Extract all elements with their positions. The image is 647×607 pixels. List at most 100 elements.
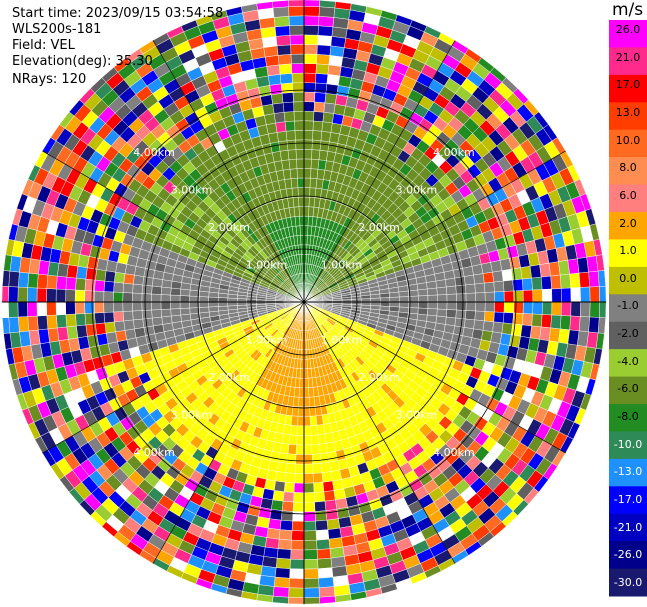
- velocity-gate: [170, 294, 181, 303]
- velocity-gate: [281, 92, 294, 104]
- velocity-gate: [317, 557, 333, 570]
- colorbar-tick-label: -17.0: [613, 493, 643, 507]
- velocity-gate: [288, 587, 305, 598]
- velocity-gate: [8, 301, 19, 318]
- velocity-gate: [551, 301, 562, 316]
- colorbar-tick-label: -21.0: [613, 520, 643, 534]
- velocity-gate: [122, 292, 133, 303]
- velocity-gate: [296, 158, 305, 169]
- velocity-gate: [299, 225, 305, 236]
- velocity-gate: [84, 278, 96, 292]
- velocity-gate: [132, 318, 145, 330]
- velocity-gate: [303, 91, 316, 103]
- velocity-gate: [303, 520, 317, 532]
- velocity-gate: [511, 267, 523, 281]
- velocity-gate: [132, 274, 145, 286]
- velocity-gate: [290, 53, 305, 65]
- velocity-gate: [287, 0, 305, 7]
- velocity-gate: [303, 168, 312, 179]
- velocity-gate: [303, 473, 314, 484]
- velocity-gate: [74, 301, 86, 315]
- velocity-gate: [493, 311, 505, 324]
- velocity-gate: [266, 122, 278, 135]
- velocity-gate: [309, 177, 318, 189]
- velocity-gate: [85, 267, 97, 281]
- velocity-gate: [569, 315, 581, 332]
- velocity-gate: [511, 323, 523, 337]
- velocity-gate: [453, 268, 465, 279]
- velocity-gate: [266, 527, 281, 540]
- velocity-gate: [8, 316, 20, 334]
- velocity-gate: [93, 301, 105, 314]
- velocity-gate: [513, 290, 524, 303]
- velocity-gate: [462, 266, 474, 277]
- range-ring-label: 4.00km: [433, 446, 475, 459]
- velocity-gate: [303, 101, 315, 112]
- velocity-gate: [303, 416, 311, 427]
- velocity-gate: [512, 312, 524, 326]
- velocity-gate: [315, 519, 329, 531]
- velocity-gate: [264, 55, 280, 67]
- velocity-gate: [318, 443, 329, 455]
- velocity-gate: [370, 297, 381, 303]
- velocity-gate: [492, 270, 504, 283]
- velocity-gate: [482, 320, 495, 333]
- velocity-gate: [112, 301, 124, 313]
- velocity-gate: [303, 377, 309, 389]
- velocity-gate: [311, 139, 322, 151]
- velocity-gate: [2, 270, 11, 287]
- velocity-gate: [522, 301, 534, 315]
- velocity-gate: [273, 576, 290, 589]
- velocity-gate: [170, 301, 181, 310]
- velocity-gate: [418, 295, 429, 303]
- colorbar-tick-label: 6.0: [619, 188, 637, 202]
- velocity-gate: [520, 265, 532, 280]
- velocity-gate: [303, 463, 314, 474]
- velocity-gate: [104, 270, 116, 283]
- velocity-gate: [321, 471, 333, 483]
- velocity-rays: [1, 0, 607, 605]
- velocity-gate: [597, 270, 606, 287]
- velocity-gate: [36, 301, 48, 317]
- velocity-gate: [284, 120, 296, 132]
- velocity-gate: [303, 6, 320, 17]
- velocity-gate: [293, 110, 305, 122]
- velocity-gate: [316, 548, 332, 560]
- velocity-gate: [325, 83, 339, 95]
- range-ring-label: 2.00km: [208, 371, 250, 384]
- velocity-gate: [94, 312, 106, 325]
- velocity-gate: [463, 318, 476, 330]
- velocity-gate: [95, 322, 107, 336]
- velocity-gate: [539, 326, 551, 342]
- velocity-gate: [141, 309, 153, 320]
- velocity-gate: [313, 491, 326, 503]
- velocity-gate: [361, 298, 372, 303]
- velocity-gate: [455, 309, 467, 320]
- velocity-gate: [310, 434, 320, 446]
- velocity-gate: [501, 322, 513, 336]
- velocity-gate: [484, 291, 496, 303]
- velocity-gate: [288, 6, 305, 17]
- velocity-gate: [323, 102, 336, 114]
- velocity-gate: [285, 463, 296, 474]
- velocity-gate: [17, 316, 30, 333]
- velocity-gate: [417, 288, 429, 297]
- velocity-gate: [303, 196, 310, 207]
- velocity-gate: [103, 280, 115, 293]
- velocity-gate: [56, 275, 68, 290]
- velocity-gate: [316, 44, 332, 56]
- velocity-gate: [103, 291, 114, 303]
- velocity-gate: [272, 102, 285, 114]
- velocity-gate: [329, 460, 340, 472]
- velocity-gate: [272, 586, 290, 598]
- velocity-gate: [314, 92, 327, 104]
- velocity-gate: [521, 277, 533, 291]
- velocity-gate: [456, 301, 467, 311]
- velocity-gate: [290, 549, 305, 560]
- velocity-gate: [46, 301, 57, 316]
- velocity-gate: [379, 297, 391, 303]
- velocity-gate: [320, 461, 332, 474]
- velocity-gate: [94, 279, 106, 292]
- velocity-gate: [179, 288, 191, 297]
